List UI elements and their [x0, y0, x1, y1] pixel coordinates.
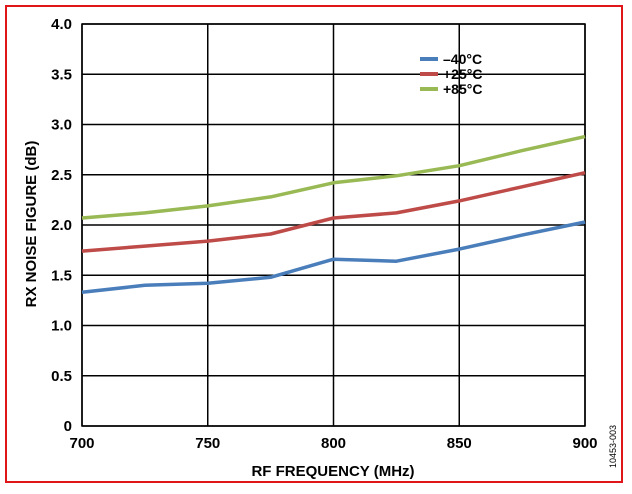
legend-label-1: +25°C: [443, 66, 482, 82]
series-line-1: [81, 170, 586, 253]
x-tick-label: 800: [321, 435, 346, 452]
x-tick-label: 700: [69, 435, 94, 452]
series-line-2: [81, 134, 586, 220]
y-tick-label: 2.5: [51, 167, 72, 184]
x-tick-label: 750: [195, 435, 220, 452]
x-tick-labels: 700 750 800 850 900: [69, 435, 597, 452]
y-tick-label: 2.0: [51, 217, 72, 234]
y-tick-label: 3.5: [51, 66, 72, 83]
legend: –40°C+25°C+85°C: [420, 51, 482, 97]
y-tick-label: 4.0: [51, 16, 72, 33]
y-tick-label: 3.0: [51, 117, 72, 134]
series-line-0: [81, 220, 586, 295]
legend-label-0: –40°C: [443, 51, 482, 67]
legend-label-2: +85°C: [443, 81, 482, 97]
figure-id: 10453-003: [608, 425, 618, 468]
series-layer: [81, 134, 586, 295]
y-tick-label: 0: [64, 418, 72, 435]
y-tick-label: 1.5: [51, 267, 72, 284]
y-tick-label: 1.0: [51, 318, 72, 335]
figure-frame: [5, 5, 623, 483]
x-tick-label: 900: [572, 435, 597, 452]
plot-area: [81, 23, 586, 427]
y-tick-label: 0.5: [51, 368, 72, 385]
grid-lines: [81, 23, 586, 427]
y-axis-title: RX NOISE FIGURE (dB): [23, 141, 40, 308]
x-tick-label: 850: [447, 435, 472, 452]
x-axis-title: RF FREQUENCY (MHz): [251, 463, 414, 480]
y-tick-labels: 0 0.5 1.0 1.5 2.0 2.5 3.0 3.5 4.0: [51, 16, 72, 435]
